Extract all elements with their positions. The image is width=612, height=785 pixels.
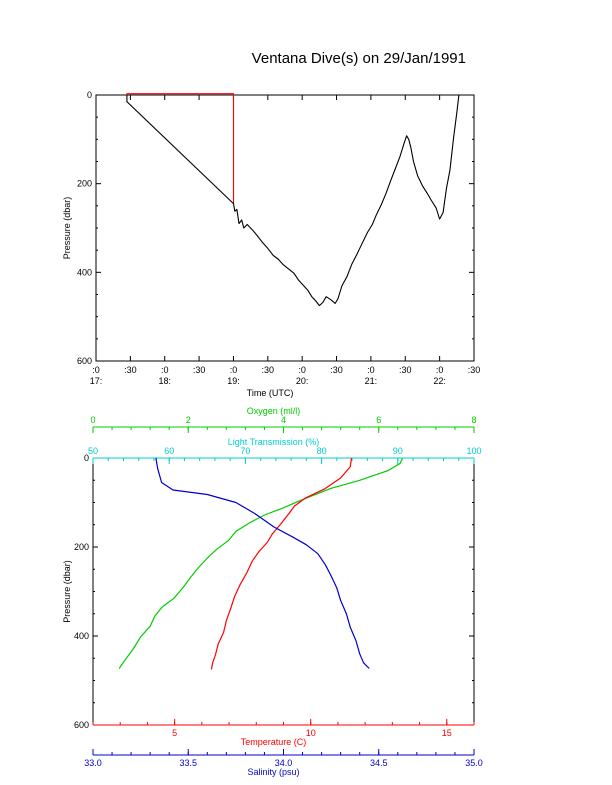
x-tick-label: :0 <box>230 365 238 375</box>
x-tick-label: 18: <box>158 376 171 386</box>
light_transmission-tick-label: 100 <box>466 446 481 456</box>
profile-y-tick-label: 400 <box>74 631 89 641</box>
light_transmission-tick-label: 80 <box>317 446 327 456</box>
x-tick-label: :30 <box>330 365 343 375</box>
x-tick-label: :0 <box>298 365 306 375</box>
salinity-tick-label: 35.0 <box>465 758 483 768</box>
x-tick-label: :30 <box>124 365 137 375</box>
y-tick-label: 200 <box>77 179 92 189</box>
profile-y-tick-label: 600 <box>74 720 89 730</box>
y-tick-label: 0 <box>87 90 92 100</box>
light_transmission-axis-label: Light Transmission (%) <box>228 437 320 447</box>
temperature-axis-label: Temperature (C) <box>241 737 307 747</box>
oxygen-tick-label: 0 <box>90 415 95 425</box>
profile-y-tick-label: 200 <box>74 542 89 552</box>
y-tick-label: 600 <box>77 356 92 366</box>
y-tick-label: 400 <box>77 267 92 277</box>
oxygen-tick-label: 2 <box>186 415 191 425</box>
x-tick-label: :30 <box>262 365 275 375</box>
x-tick-label: :0 <box>92 365 100 375</box>
x-tick-label: :30 <box>399 365 412 375</box>
pressure-trace-series-2 <box>126 94 460 307</box>
light_transmission-tick-label: 70 <box>240 446 250 456</box>
x-tick-label: 20: <box>296 376 309 386</box>
x-axis-label: Time (UTC) <box>247 388 294 398</box>
salinity-tick-label: 34.0 <box>275 758 293 768</box>
light_transmission-tick-label: 90 <box>393 446 403 456</box>
light_transmission-tick-label: 60 <box>164 446 174 456</box>
temperature-tick-label: 5 <box>172 728 177 738</box>
temperature-tick-label: 10 <box>306 728 316 738</box>
salinity-tick-label: 33.5 <box>179 758 197 768</box>
pressure-trace-series-1 <box>126 93 235 204</box>
temperature-profile-line <box>210 457 353 670</box>
x-tick-label: 22: <box>433 376 446 386</box>
x-tick-label: :30 <box>193 365 206 375</box>
oxygen-axis-label: Oxygen (ml/l) <box>247 406 301 416</box>
x-tick-label: 17: <box>90 376 103 386</box>
oxygen-tick-label: 4 <box>281 415 286 425</box>
profile-y-tick-label: 0 <box>84 453 89 463</box>
oxygen-tick-label: 8 <box>471 415 476 425</box>
salinity-axis-label: Salinity (psu) <box>247 767 299 777</box>
oxygen-tick-label: 6 <box>376 415 381 425</box>
salinity-tick-label: 34.5 <box>370 758 388 768</box>
temperature-tick-label: 15 <box>442 728 452 738</box>
oxygen-profile-line <box>118 457 404 669</box>
y-axis-label: Pressure (dbar) <box>62 197 72 260</box>
x-tick-label: 19: <box>227 376 240 386</box>
page-title: Ventana Dive(s) on 29/Jan/1991 <box>251 50 466 67</box>
pressure-time-frame <box>95 94 475 362</box>
x-tick-label: :0 <box>436 365 444 375</box>
x-tick-label: :0 <box>367 365 375 375</box>
salinity-tick-label: 33.0 <box>84 758 102 768</box>
x-tick-label: :0 <box>161 365 169 375</box>
x-tick-label: :30 <box>468 365 481 375</box>
salinity-profile-line <box>155 457 370 669</box>
x-tick-label: 21: <box>365 376 378 386</box>
light_transmission-tick-label: 50 <box>88 446 98 456</box>
profile-y-axis-label: Pressure (dbar) <box>62 560 72 623</box>
